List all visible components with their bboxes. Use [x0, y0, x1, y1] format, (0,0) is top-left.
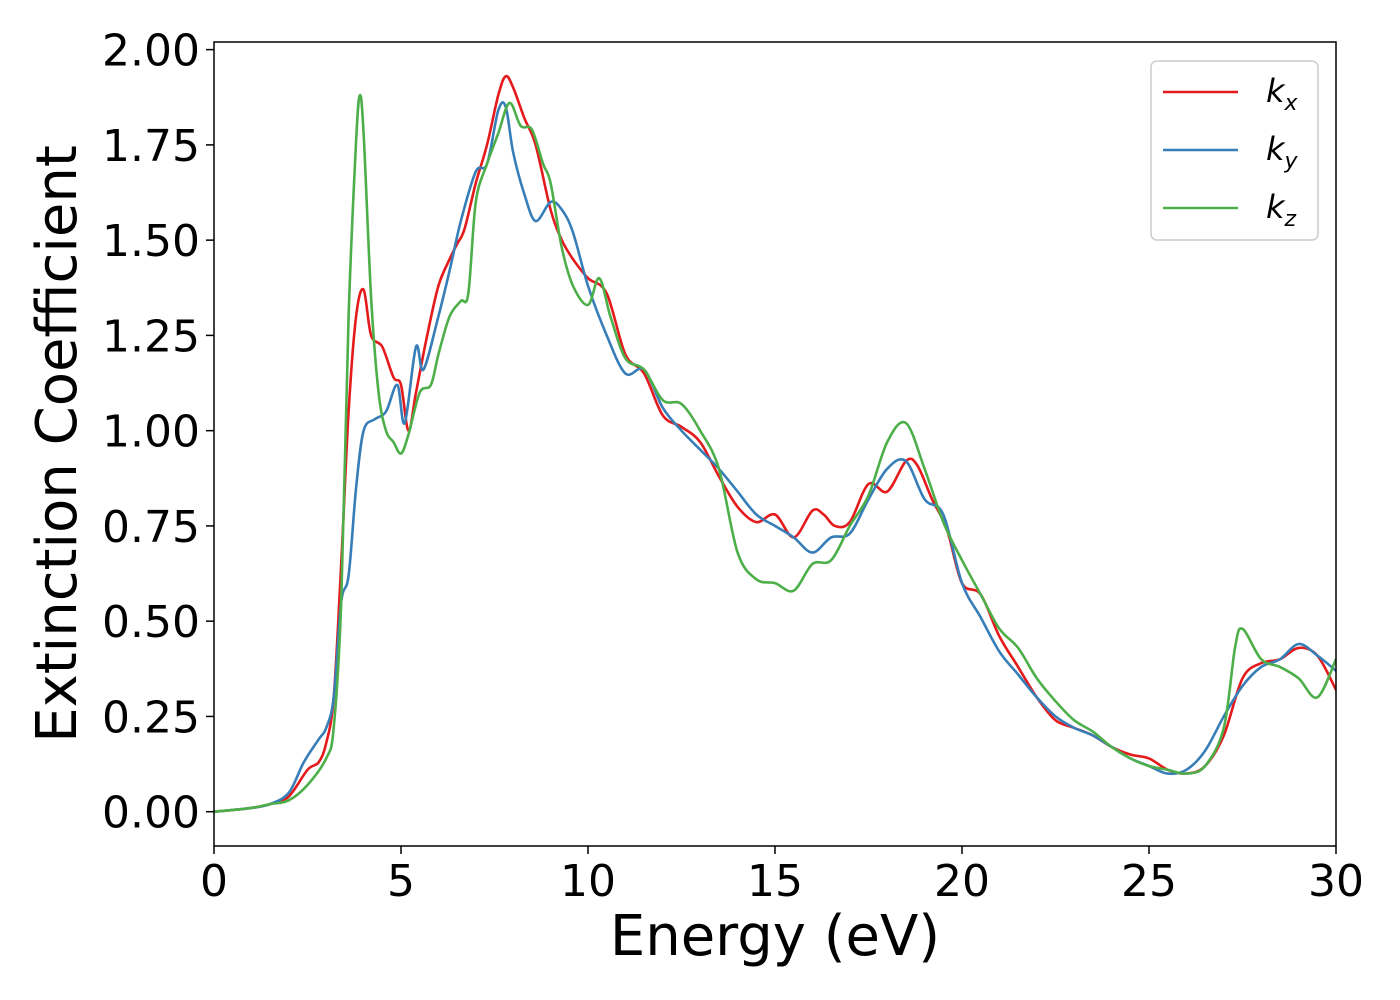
legend: kx ky kz — [1150, 60, 1319, 241]
legend-label-x: kx — [1266, 72, 1299, 116]
x-tick-label: 0 — [200, 856, 228, 907]
x-axis: 0 5 10 15 20 25 30 — [200, 846, 1364, 907]
y-tick-label: 1.00 — [102, 407, 200, 458]
y-axis: 0.00 0.25 0.50 0.75 1.00 1.25 1.50 1.75 2.00 — [102, 26, 214, 839]
x-tick-label: 10 — [560, 856, 616, 907]
y-tick-label: 1.75 — [102, 121, 200, 172]
y-tick-label: 2.00 — [102, 26, 200, 77]
y-tick-label: 0.00 — [102, 788, 200, 839]
legend-label-y: ky — [1266, 130, 1299, 174]
legend-label-z: kz — [1266, 188, 1297, 232]
series-line-z — [214, 93, 1336, 813]
y-tick-label: 0.75 — [102, 502, 200, 553]
x-tick-label: 25 — [1121, 856, 1177, 907]
y-tick-label: 1.25 — [102, 311, 200, 362]
x-tick-label: 30 — [1308, 856, 1364, 907]
y-tick-label: 0.25 — [102, 692, 200, 743]
series-layer — [214, 74, 1336, 813]
y-tick-label: 0.50 — [102, 597, 200, 648]
y-tick-label: 1.50 — [102, 216, 200, 267]
x-tick-label: 5 — [387, 856, 415, 907]
x-tick-label: 20 — [934, 856, 990, 907]
y-axis-title: Extinction Coefficient — [25, 145, 90, 743]
x-axis-title: Energy (eV) — [610, 904, 940, 969]
x-tick-label: 15 — [747, 856, 803, 907]
